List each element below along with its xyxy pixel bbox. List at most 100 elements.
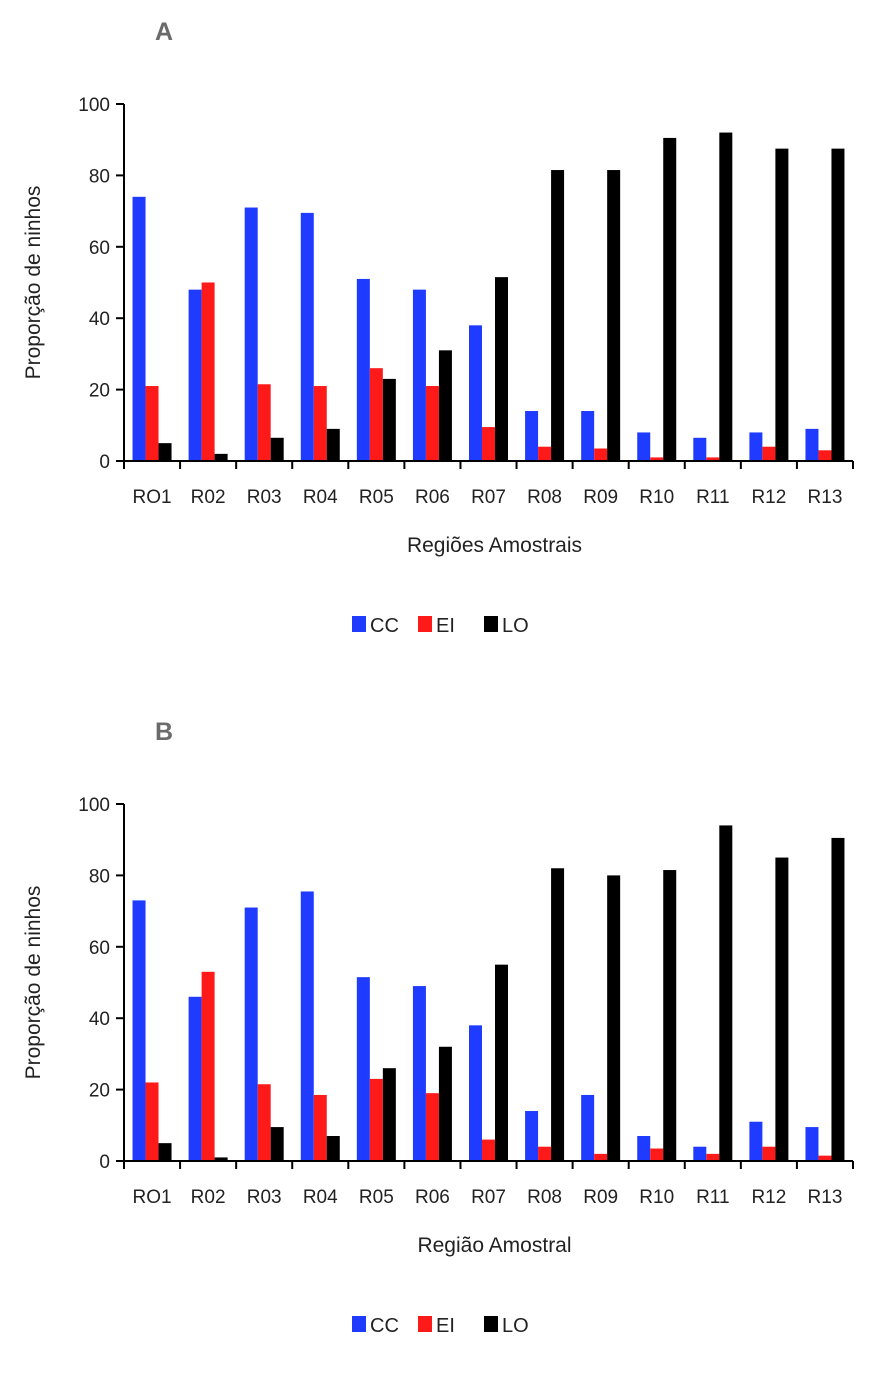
chart-b-bar-lo-r09 (607, 875, 621, 1161)
chart-b-legend-swatch-ei (418, 1316, 432, 1332)
chart-b-y-tick-label: 40 (89, 1009, 110, 1030)
chart-a-bar-cc-r11 (693, 437, 707, 461)
chart-b-x-tick-label: R12 (751, 1187, 786, 1208)
chart-b-bar-ei-r11 (706, 1153, 720, 1161)
chart-a-x-tick-label: R04 (303, 487, 338, 508)
chart-b-x-tick-label: R11 (696, 1187, 729, 1208)
chart-b-bar-cc-r04 (300, 891, 314, 1161)
chart-b-legend-swatch-cc (352, 1316, 366, 1332)
chart-b-x-tick-label: R06 (415, 1187, 450, 1208)
chart-b-y-tick-label: 80 (89, 866, 110, 887)
chart-a-bar-ei-r06 (425, 386, 439, 461)
chart-a-bar-lo-r09 (607, 170, 621, 462)
chart-b-x-tick-label: R03 (247, 1187, 282, 1208)
chart-b-bar-cc-r12 (749, 1121, 763, 1161)
chart-b-bar-lo-r12 (775, 857, 789, 1161)
chart-a-y-tick-label: 60 (89, 238, 110, 259)
chart-b-bar-cc-r13 (805, 1127, 819, 1161)
chart-a-x-tick-label: RO1 (132, 487, 171, 508)
chart-b-bar-cc-r10 (637, 1136, 651, 1161)
chart-b-x-tick-label: R05 (359, 1187, 394, 1208)
chart-b-bar-ei-r02 (201, 971, 215, 1161)
chart-b-bar-lo-r06 (438, 1046, 452, 1161)
chart-b-bar-ei-r08 (538, 1146, 552, 1161)
chart-a-bar-cc-r13 (805, 428, 819, 461)
chart-b-panel-letter: B (155, 718, 173, 746)
chart-a-x-tick-label: R07 (471, 487, 506, 508)
chart-a-svg: A 0 20 40 60 80 100 RO1 R02 R03 R04 R05 R06 R07 R08 R09… (22, 18, 854, 637)
chart-a-bar-lo-r11 (719, 132, 733, 461)
chart-a-bar-ei-r08 (538, 446, 552, 461)
chart-a-y-tick-label: 40 (89, 309, 110, 330)
chart-b-x-tick-label: R07 (471, 1187, 506, 1208)
chart-b-bar-lo-ro1 (158, 1143, 172, 1161)
chart-a-bar-ei-r03 (257, 384, 271, 461)
chart-a-bar-cc-ro1 (132, 196, 146, 461)
chart-a-bar-cc-r06 (412, 289, 426, 461)
chart-a-bar-ei-r05 (369, 368, 383, 461)
chart-b-bar-lo-r05 (382, 1068, 396, 1161)
chart-a-bar-lo-ro1 (158, 443, 172, 461)
chart-b-legend-label-lo: LO (502, 1315, 529, 1337)
chart-a-bar-lo-r05 (382, 378, 396, 461)
chart-b-y-tick-label: 60 (89, 938, 110, 959)
chart-a-bar-cc-r07 (469, 325, 482, 461)
chart-a-bar-lo-r06 (438, 350, 452, 461)
chart-b-y-tick-label: 0 (99, 1152, 110, 1173)
chart-b-bar-lo-r13 (831, 837, 845, 1161)
chart-panel-b: B 0 20 40 60 80 100 RO1 R02 R03 R04 R05 R06 R07 R08 R09… (0, 700, 880, 1372)
chart-b-bar-lo-r10 (663, 870, 677, 1161)
chart-a-x-tick-label: R09 (583, 487, 618, 508)
chart-b-bar-ei-r09 (594, 1153, 608, 1161)
chart-a-x-tick-label: R05 (359, 487, 394, 508)
chart-b-legend-label-cc: CC (370, 1315, 399, 1337)
chart-b-bar-cc-r11 (693, 1146, 707, 1161)
chart-b-x-tick-label: R04 (303, 1187, 338, 1208)
chart-b-legend: CC EI LO (352, 1315, 529, 1337)
chart-b-y-axis-title: Proporção de ninhos (22, 886, 45, 1080)
chart-a-bar-ei-r02 (201, 282, 215, 461)
chart-b-bar-lo-r03 (270, 1127, 284, 1161)
chart-a-x-tick-label: R06 (415, 487, 450, 508)
chart-b-bar-ei-r13 (818, 1155, 832, 1161)
chart-a-bar-ei-r07 (482, 427, 495, 461)
chart-a-legend: CC EI LO (352, 615, 529, 637)
chart-a-x-tick-label: R08 (527, 487, 562, 508)
chart-a-bar-lo-r10 (663, 137, 677, 462)
chart-a-bar-ei-r10 (650, 457, 664, 461)
chart-a-bar-ei-r09 (594, 448, 608, 461)
chart-a-x-axis-title: Regiões Amostrais (407, 534, 582, 557)
chart-b-legend-label-ei: EI (436, 1315, 455, 1337)
chart-b-bar-lo-r02 (214, 1157, 228, 1161)
chart-b-bar-cc-r07 (469, 1025, 482, 1161)
chart-b-y-tick-label: 100 (78, 795, 110, 816)
chart-a-x-tick-label: R13 (808, 487, 843, 508)
chart-b-bar-cc-r05 (356, 977, 370, 1161)
chart-a-legend-swatch-cc (352, 616, 366, 632)
chart-a-bar-lo-r04 (326, 428, 340, 461)
chart-b-x-tick-label: R09 (583, 1187, 618, 1208)
chart-a-legend-swatch-lo (484, 616, 498, 632)
chart-a-legend-label-lo: LO (502, 615, 529, 637)
chart-a-y-tick-label: 20 (89, 381, 110, 402)
chart-b-bar-lo-r04 (326, 1136, 340, 1161)
chart-b-svg: B 0 20 40 60 80 100 RO1 R02 R03 R04 R05 R06 R07 R08 R09… (22, 718, 854, 1337)
chart-a-panel-letter: A (155, 18, 173, 46)
chart-a-bar-lo-r07 (495, 277, 508, 461)
chart-a-bar-lo-r02 (214, 453, 228, 461)
chart-a-x-tick-label: R12 (751, 487, 786, 508)
chart-a-bar-ei-r12 (762, 446, 776, 461)
chart-b-bar-ei-r07 (482, 1139, 495, 1161)
chart-a-bar-lo-r08 (551, 170, 565, 462)
chart-b-bar-ei-r04 (313, 1094, 327, 1161)
chart-a-bar-ei-r11 (706, 457, 720, 461)
chart-a-bar-ei-ro1 (145, 386, 159, 461)
chart-a-bar-lo-r03 (270, 437, 284, 461)
chart-a-x-tick-label: R11 (696, 487, 729, 508)
chart-b-bar-cc-r09 (581, 1094, 595, 1161)
chart-a-x-tick-label: R10 (639, 487, 674, 508)
chart-a-bar-cc-r02 (188, 289, 202, 461)
chart-a-bar-lo-r13 (831, 148, 845, 461)
chart-a-bar-cc-r03 (244, 207, 258, 461)
chart-b-bar-ei-r06 (425, 1093, 439, 1161)
